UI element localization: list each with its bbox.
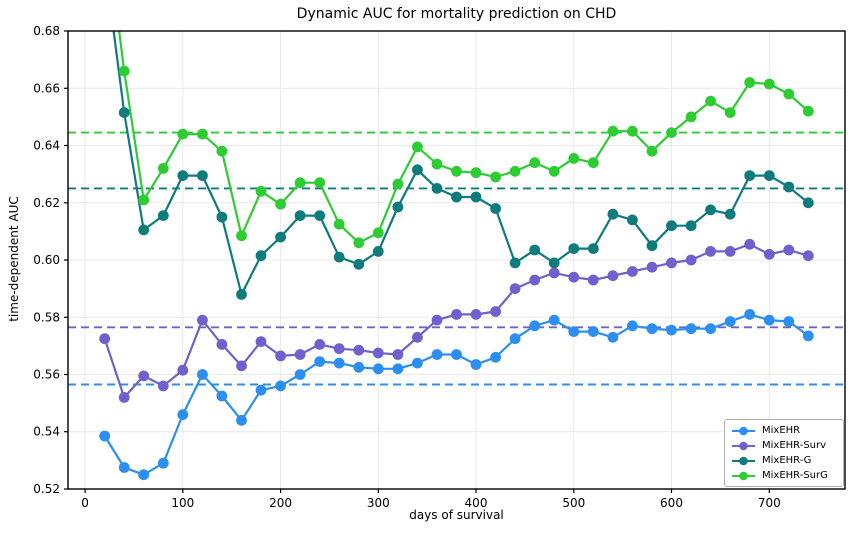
chart-title: Dynamic AUC for mortality prediction on … [296,6,617,22]
svg-text:0.58: 0.58 [33,310,60,324]
legend-item-mixehr-surg: MixEHR-SurG [731,469,837,481]
series-MixEHR-SurG [118,31,814,249]
legend-marker-icon [732,441,755,450]
y-axis-ticks: 0.52 0.54 0.56 0.58 0.60 0.62 0.64 0.66 0.68 [33,24,68,496]
legend-marker-icon [732,471,755,480]
legend-label: MixEHR-G [762,454,812,466]
series-MixEHR-Surv [99,238,814,403]
legend-label: MixEHR [762,424,801,436]
svg-text:0.68: 0.68 [33,24,60,38]
legend-item-mixehr-surv: MixEHR-Surv [731,439,837,451]
legend: MixEHR MixEHR-Surv MixEHR-G MixEHR-SurG [724,419,844,487]
svg-text:0: 0 [81,496,89,510]
x-axis-ticks: 0 100 200 300 400 500 600 700 [81,489,781,510]
legend-marker-icon [732,426,755,435]
svg-text:300: 300 [367,496,390,510]
svg-text:0.56: 0.56 [33,368,60,382]
svg-text:0.60: 0.60 [33,253,60,267]
series-MixEHR-G [112,31,814,300]
legend-item-mixehr: MixEHR [731,424,837,436]
svg-text:500: 500 [562,496,585,510]
svg-text:400: 400 [465,496,488,510]
svg-text:200: 200 [269,496,292,510]
svg-text:700: 700 [758,496,781,510]
svg-text:0.66: 0.66 [33,81,60,95]
svg-text:0.62: 0.62 [33,196,60,210]
x-axis-label: days of survival [409,508,504,522]
svg-text:600: 600 [660,496,683,510]
series-MixEHR [99,309,814,481]
legend-label: MixEHR-SurG [762,469,828,481]
svg-text:0.64: 0.64 [33,139,60,153]
legend-marker-icon [732,456,755,465]
legend-item-mixehr-g: MixEHR-G [731,454,837,466]
svg-text:100: 100 [171,496,194,510]
legend-label: MixEHR-Surv [762,439,827,451]
y-axis-label: time-dependent AUC [7,196,21,322]
svg-text:0.52: 0.52 [33,482,60,496]
svg-text:0.54: 0.54 [33,425,60,439]
plot-border [67,30,846,490]
